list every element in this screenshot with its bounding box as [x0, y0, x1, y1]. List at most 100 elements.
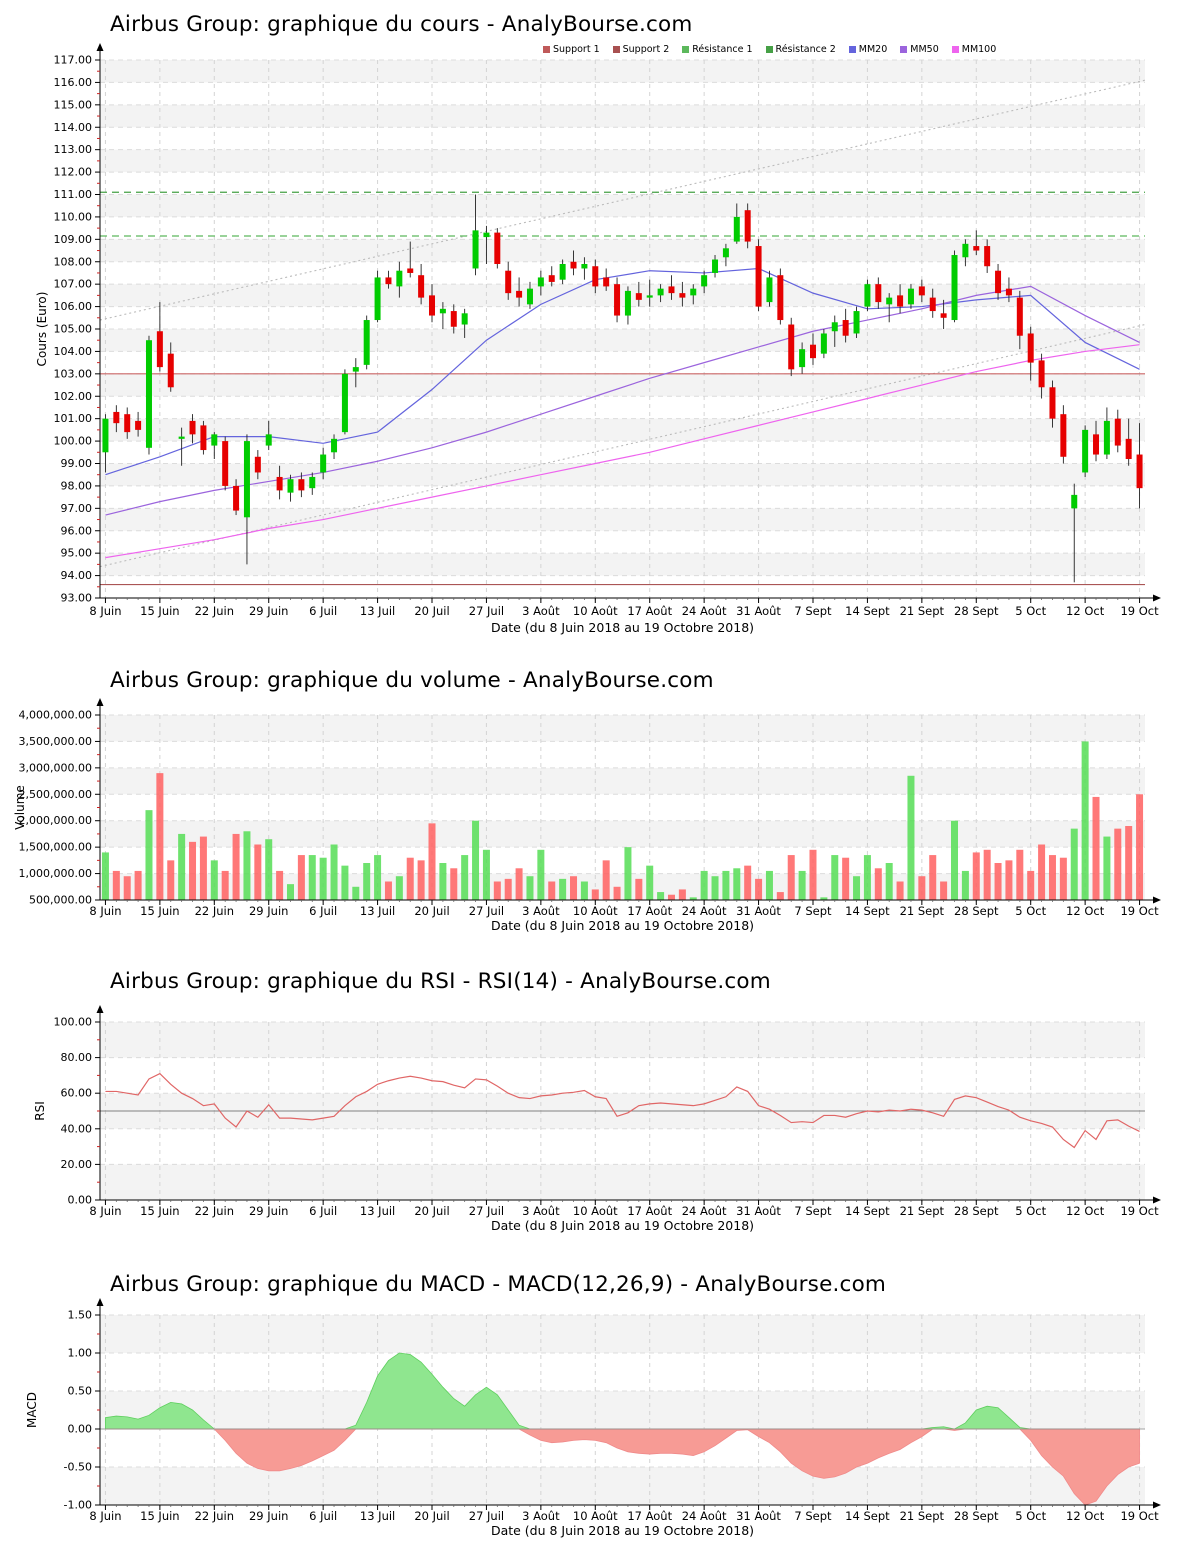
- svg-text:21 Sept: 21 Sept: [900, 604, 945, 618]
- legend-item-résistance-1: Résistance 1: [682, 44, 753, 55]
- svg-text:19 Oct: 19 Oct: [1120, 1509, 1159, 1523]
- svg-text:104.00: 104.00: [54, 345, 93, 358]
- svg-text:15 Juin: 15 Juin: [140, 1509, 179, 1523]
- svg-text:21 Sept: 21 Sept: [900, 904, 945, 918]
- svg-text:107.00: 107.00: [54, 278, 93, 291]
- svg-text:29 Juin: 29 Juin: [249, 1204, 288, 1218]
- svg-text:98.00: 98.00: [61, 479, 93, 492]
- svg-text:12 Oct: 12 Oct: [1066, 1509, 1105, 1523]
- svg-text:109.00: 109.00: [54, 233, 93, 246]
- svg-text:1.00: 1.00: [68, 1347, 93, 1360]
- svg-text:3,000,000.00: 3,000,000.00: [19, 761, 92, 774]
- price-chart-title: Airbus Group: graphique du cours - Analy…: [110, 12, 693, 37]
- svg-text:31 Août: 31 Août: [736, 604, 781, 618]
- svg-text:110.00: 110.00: [54, 210, 93, 223]
- rsi-chart-canvas: 0.00 20.00 40.00 60.00 80.00 100.00 8 Juin 15 J…: [33, 1005, 1161, 1233]
- svg-text:17 Août: 17 Août: [627, 604, 672, 618]
- legend-item-résistance-2: Résistance 2: [765, 44, 836, 55]
- svg-text:0.00: 0.00: [68, 1194, 93, 1207]
- legend-item-mm100: MM100: [951, 44, 997, 55]
- svg-text:1,000,000.00: 1,000,000.00: [19, 867, 92, 880]
- legend-item-mm20: MM20: [848, 44, 887, 55]
- svg-text:12 Oct: 12 Oct: [1066, 904, 1105, 918]
- svg-text:5 Oct: 5 Oct: [1015, 604, 1046, 618]
- legend-label: MM50: [910, 44, 939, 55]
- svg-text:12 Oct: 12 Oct: [1066, 604, 1105, 618]
- svg-text:17 Août: 17 Août: [627, 904, 672, 918]
- svg-text:RSI: RSI: [33, 1101, 47, 1121]
- svg-text:28 Sept: 28 Sept: [954, 1509, 999, 1523]
- svg-text:113.00: 113.00: [54, 143, 93, 156]
- svg-text:7 Sept: 7 Sept: [794, 1509, 832, 1523]
- svg-text:100.00: 100.00: [54, 1016, 93, 1029]
- svg-text:0.00: 0.00: [68, 1423, 93, 1436]
- svg-text:24 Août: 24 Août: [682, 904, 727, 918]
- svg-text:5 Oct: 5 Oct: [1015, 1509, 1046, 1523]
- svg-text:112.00: 112.00: [54, 166, 93, 179]
- svg-text:19 Oct: 19 Oct: [1120, 904, 1159, 918]
- svg-text:22 Juin: 22 Juin: [195, 904, 234, 918]
- legend-label: MM100: [961, 44, 997, 55]
- svg-text:2,500,000.00: 2,500,000.00: [19, 788, 92, 801]
- svg-text:14 Sept: 14 Sept: [845, 1204, 890, 1218]
- svg-text:15 Juin: 15 Juin: [140, 604, 179, 618]
- legend-swatch-icon: [951, 46, 959, 53]
- svg-text:111.00: 111.00: [54, 188, 93, 201]
- svg-text:10 Août: 10 Août: [573, 1509, 618, 1523]
- svg-text:103.00: 103.00: [54, 367, 93, 380]
- svg-text:21 Sept: 21 Sept: [900, 1509, 945, 1523]
- svg-text:24 Août: 24 Août: [682, 1509, 727, 1523]
- svg-text:14 Sept: 14 Sept: [845, 1509, 890, 1523]
- svg-text:12 Oct: 12 Oct: [1066, 1204, 1105, 1218]
- legend-label: Résistance 1: [692, 44, 753, 55]
- svg-text:27 Juil: 27 Juil: [469, 1204, 504, 1218]
- svg-text:-1.00: -1.00: [64, 1499, 92, 1512]
- svg-text:7 Sept: 7 Sept: [794, 1204, 832, 1218]
- svg-text:Cours (Euro): Cours (Euro): [35, 292, 49, 367]
- svg-text:14 Sept: 14 Sept: [845, 904, 890, 918]
- svg-text:5 Oct: 5 Oct: [1015, 904, 1046, 918]
- svg-text:13 Juil: 13 Juil: [360, 1509, 395, 1523]
- svg-text:24 Août: 24 Août: [682, 604, 727, 618]
- svg-text:3 Août: 3 Août: [522, 1204, 560, 1218]
- svg-text:97.00: 97.00: [61, 502, 93, 515]
- svg-text:28 Sept: 28 Sept: [954, 604, 999, 618]
- volume-chart-canvas: 500,000.00 1,000,000.00 1,500,000.00 2,000,…: [13, 698, 1161, 933]
- legend-swatch-icon: [612, 46, 620, 53]
- svg-text:31 Août: 31 Août: [736, 1204, 781, 1218]
- price-chart-canvas: 93.00 94.00 95.00 96.00 97.00 98.00 99.00 100.0…: [35, 43, 1161, 635]
- svg-text:24 Août: 24 Août: [682, 1204, 727, 1218]
- legend-label: Support 1: [553, 44, 600, 55]
- svg-text:22 Juin: 22 Juin: [195, 1204, 234, 1218]
- svg-text:22 Juin: 22 Juin: [195, 604, 234, 618]
- svg-text:6 Juil: 6 Juil: [309, 1204, 337, 1218]
- svg-text:19 Oct: 19 Oct: [1120, 604, 1159, 618]
- svg-text:31 Août: 31 Août: [736, 904, 781, 918]
- svg-text:0.50: 0.50: [68, 1385, 93, 1398]
- macd-chart-canvas: -1.00 -0.50 0.00 0.50 1.00 1.50 8 Juin 15 Juin 2…: [25, 1298, 1161, 1538]
- svg-text:8 Juin: 8 Juin: [89, 604, 121, 618]
- svg-text:117.00: 117.00: [54, 54, 93, 67]
- svg-text:114.00: 114.00: [54, 121, 93, 134]
- svg-text:99.00: 99.00: [61, 457, 93, 470]
- svg-text:20 Juil: 20 Juil: [414, 1204, 449, 1218]
- svg-text:7 Sept: 7 Sept: [794, 904, 832, 918]
- svg-text:13 Juil: 13 Juil: [360, 904, 395, 918]
- svg-text:Date (du 8 Juin 2018 au 19 Oct: Date (du 8 Juin 2018 au 19 Octobre 2018): [491, 1523, 754, 1538]
- legend-item-mm50: MM50: [900, 44, 939, 55]
- svg-text:27 Juil: 27 Juil: [469, 1509, 504, 1523]
- legend-swatch-icon: [765, 46, 773, 53]
- svg-text:96.00: 96.00: [61, 524, 93, 537]
- svg-text:60.00: 60.00: [61, 1087, 93, 1100]
- svg-text:-0.50: -0.50: [64, 1461, 92, 1474]
- svg-text:115.00: 115.00: [54, 98, 93, 111]
- svg-text:4,000,000.00: 4,000,000.00: [19, 709, 92, 722]
- svg-text:2,000,000.00: 2,000,000.00: [19, 814, 92, 827]
- svg-text:10 Août: 10 Août: [573, 904, 618, 918]
- svg-text:93.00: 93.00: [61, 592, 93, 605]
- svg-text:116.00: 116.00: [54, 76, 93, 89]
- svg-text:17 Août: 17 Août: [627, 1509, 672, 1523]
- svg-text:108.00: 108.00: [54, 255, 93, 268]
- svg-text:28 Sept: 28 Sept: [954, 904, 999, 918]
- svg-text:500,000.00: 500,000.00: [29, 894, 92, 907]
